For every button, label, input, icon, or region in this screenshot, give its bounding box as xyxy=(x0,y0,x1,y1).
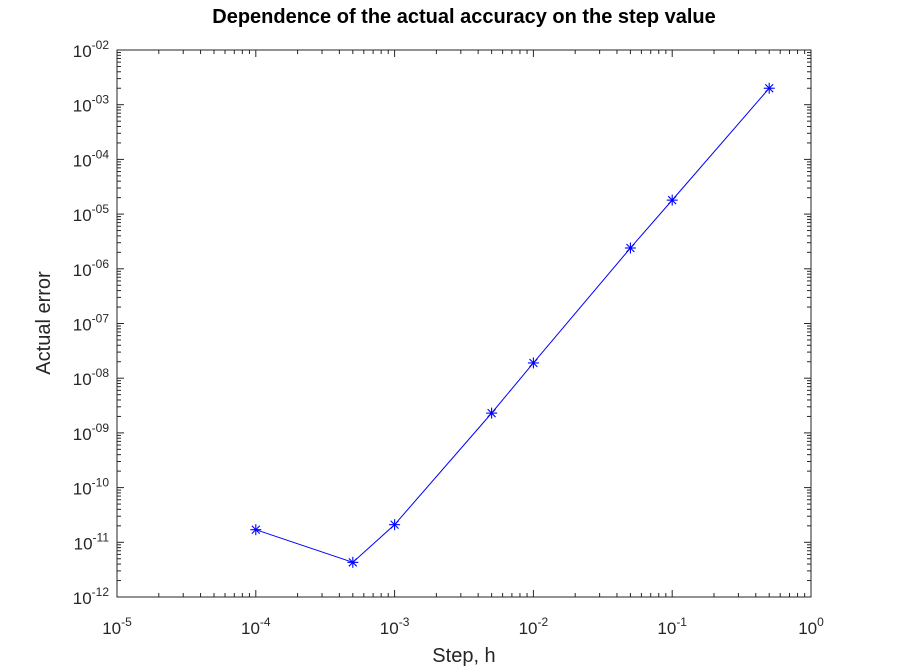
y-tick-label-exponent: -12 xyxy=(92,585,110,599)
y-tick-label-exponent: -04 xyxy=(92,147,110,161)
y-tick-label: 10-07 xyxy=(73,312,110,335)
x-tick-label-base: 10 xyxy=(102,619,121,638)
y-axis-label: Actual error xyxy=(33,271,55,375)
x-tick-label-exponent: -5 xyxy=(121,615,132,629)
y-tick-label: 10-10 xyxy=(73,476,110,499)
y-tick-label: 10-06 xyxy=(73,257,110,280)
y-tick-label-exponent: -10 xyxy=(92,476,110,490)
data-point xyxy=(347,556,359,568)
x-tick-label-exponent: -2 xyxy=(538,615,549,629)
y-tick-label: 10-11 xyxy=(74,530,110,553)
y-tick-label-exponent: -09 xyxy=(92,421,110,435)
y-tick-label-exponent: -06 xyxy=(92,257,110,271)
y-tick-label: 10-05 xyxy=(73,202,110,225)
x-tick-label: 100 xyxy=(798,615,824,638)
y-tick-label: 10-09 xyxy=(73,421,110,444)
x-axis: 10-5 10-4 10-3 10-2 10-1 100 xyxy=(102,50,824,638)
y-tick-label: 10-02 xyxy=(73,38,110,61)
y-tick-label-exponent: -11 xyxy=(93,530,110,544)
y-tick-label-base: 10 xyxy=(73,589,92,608)
y-tick-label-base: 10 xyxy=(73,480,92,499)
x-tick-label: 10-3 xyxy=(380,615,410,638)
x-tick-label-base: 10 xyxy=(241,619,260,638)
x-tick-label-base: 10 xyxy=(380,619,399,638)
data-point xyxy=(624,242,636,254)
data-point xyxy=(763,82,775,94)
y-tick-label-base: 10 xyxy=(74,534,93,553)
x-tick-label: 10-1 xyxy=(657,615,687,638)
series-layer xyxy=(250,82,775,568)
y-tick-label: 10-08 xyxy=(73,366,110,389)
x-tick-label-base: 10 xyxy=(519,619,538,638)
y-tick-label: 10-12 xyxy=(73,585,110,608)
y-tick-label-exponent: -05 xyxy=(92,202,110,216)
x-tick-label-base: 10 xyxy=(798,619,817,638)
plot-frame xyxy=(116,49,812,598)
y-axis: 10-1210-1110-1010-0910-0810-0710-0610-05… xyxy=(73,38,811,608)
data-point xyxy=(250,524,262,536)
y-tick-label-base: 10 xyxy=(73,370,92,389)
y-tick-label-base: 10 xyxy=(73,97,92,116)
chart-title: Dependence of the actual accuracy on the… xyxy=(212,6,716,28)
data-point xyxy=(527,357,539,369)
data-point xyxy=(666,194,678,206)
y-tick-label-base: 10 xyxy=(73,261,92,280)
x-tick-label-exponent: -4 xyxy=(260,615,271,629)
y-tick-label-base: 10 xyxy=(73,206,92,225)
y-tick-label-base: 10 xyxy=(73,42,92,61)
data-point xyxy=(486,407,498,419)
x-tick-label: 10-5 xyxy=(102,615,132,638)
y-tick-label-exponent: -08 xyxy=(92,366,110,380)
y-tick-label-exponent: -07 xyxy=(92,312,110,326)
x-tick-label: 10-4 xyxy=(241,615,271,638)
y-tick-label-base: 10 xyxy=(73,151,92,170)
x-axis-label: Step, h xyxy=(432,645,495,667)
y-tick-label: 10-03 xyxy=(73,93,110,116)
series-line xyxy=(255,87,770,563)
y-tick-label: 10-04 xyxy=(73,147,110,170)
y-tick-label-exponent: -02 xyxy=(92,38,110,52)
y-tick-label-base: 10 xyxy=(73,316,92,335)
y-tick-label-exponent: -03 xyxy=(92,93,110,107)
data-point xyxy=(389,519,401,531)
x-tick-label-base: 10 xyxy=(657,619,676,638)
x-tick-label-exponent: -3 xyxy=(399,615,410,629)
x-tick-label: 10-2 xyxy=(519,615,549,638)
y-tick-label-base: 10 xyxy=(73,425,92,444)
x-tick-label-exponent: 0 xyxy=(817,615,824,629)
x-tick-label-exponent: -1 xyxy=(676,615,687,629)
